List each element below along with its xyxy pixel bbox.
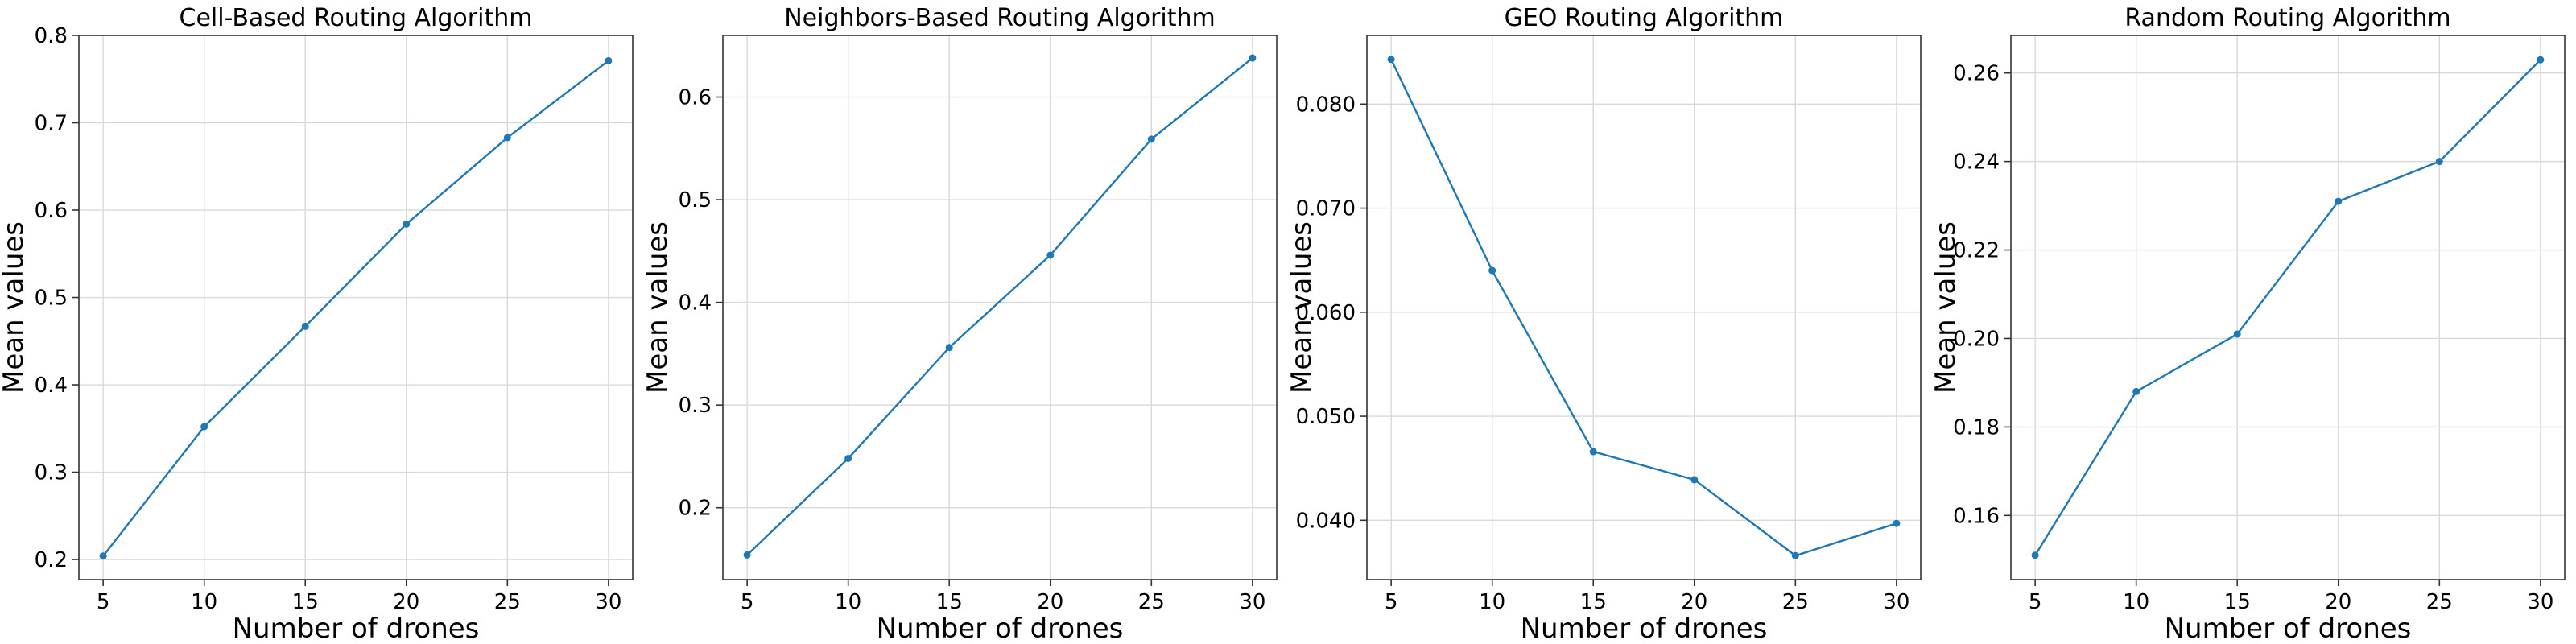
data-point bbox=[2435, 158, 2443, 166]
data-point bbox=[1690, 476, 1699, 484]
data-point bbox=[1791, 551, 1799, 559]
data-point bbox=[301, 322, 309, 330]
x-tick-label: 20 bbox=[393, 590, 419, 614]
y-tick-label: 0.6 bbox=[679, 86, 712, 110]
x-tick-label: 20 bbox=[1681, 590, 1707, 614]
x-tick-label: 15 bbox=[1580, 590, 1607, 614]
data-point bbox=[1147, 135, 1155, 143]
data-point bbox=[2334, 197, 2343, 205]
y-tick-label: 0.20 bbox=[1953, 327, 2000, 351]
y-tick-label: 0.5 bbox=[679, 188, 712, 213]
y-tick-label: 0.3 bbox=[679, 394, 712, 418]
data-point bbox=[2233, 330, 2241, 338]
chart-title: Cell-Based Routing Algorithm bbox=[180, 4, 533, 32]
y-tick-label: 0.26 bbox=[1953, 62, 2000, 86]
series-line bbox=[2034, 59, 2541, 556]
chart-panel-3: 5 10 15 20 25 30 0.040 0.050 0.060 0.070 0.080 GEO … bbox=[1286, 4, 1922, 644]
x-tick-label: 25 bbox=[1782, 590, 1809, 614]
x-tick-label: 5 bbox=[2029, 590, 2042, 614]
data-point bbox=[200, 423, 208, 431]
y-tick-label: 0.22 bbox=[1953, 239, 2000, 263]
x-tick-label: 15 bbox=[936, 590, 963, 614]
plot-frame bbox=[2010, 35, 2566, 580]
x-axis-label: Number of drones bbox=[233, 613, 480, 644]
x-tick-label: 10 bbox=[191, 590, 217, 614]
y-tick-label: 0.060 bbox=[1296, 301, 1356, 325]
y-tick-label: 0.5 bbox=[35, 287, 68, 311]
x-tick-label: 10 bbox=[835, 590, 861, 614]
y-axis-label: Mean values bbox=[1286, 221, 1318, 394]
x-tick-label: 30 bbox=[1239, 590, 1265, 614]
y-tick-label: 0.080 bbox=[1296, 93, 1356, 117]
y-tick-label: 0.16 bbox=[1953, 504, 2000, 528]
data-point bbox=[2031, 551, 2039, 559]
plot-frame bbox=[722, 35, 1278, 580]
x-tick-label: 5 bbox=[97, 590, 110, 614]
y-tick-label: 0.4 bbox=[679, 291, 712, 316]
x-axis-label: Number of drones bbox=[1521, 613, 1768, 644]
y-tick-label: 0.4 bbox=[35, 374, 68, 398]
data-point bbox=[844, 454, 852, 462]
chart-panel-2: 5 10 15 20 25 30 0.2 0.3 0.4 0.5 0.6 Neighbors-Base… bbox=[642, 4, 1278, 644]
data-point bbox=[99, 552, 107, 560]
x-tick-label: 20 bbox=[1037, 590, 1063, 614]
x-tick-label: 15 bbox=[292, 590, 319, 614]
x-tick-label: 5 bbox=[1385, 590, 1398, 614]
y-tick-label: 0.24 bbox=[1953, 151, 2000, 175]
x-tick-label: 25 bbox=[494, 590, 521, 614]
x-tick-label: 5 bbox=[741, 590, 754, 614]
data-point bbox=[2132, 387, 2140, 395]
series-line bbox=[1390, 59, 1897, 557]
x-tick-label: 25 bbox=[2426, 590, 2453, 614]
data-point bbox=[605, 56, 613, 64]
series-line bbox=[746, 57, 1253, 556]
chart-panel-4: 5 10 15 20 25 30 0.16 0.18 0.20 0.22 0.24 0.26 Rando… bbox=[1930, 4, 2566, 644]
chart-title: GEO Routing Algorithm bbox=[1505, 4, 1784, 32]
data-point bbox=[1387, 56, 1395, 64]
y-tick-label: 0.6 bbox=[35, 199, 68, 223]
x-tick-label: 15 bbox=[2224, 590, 2251, 614]
x-tick-label: 25 bbox=[1138, 590, 1165, 614]
y-tick-label: 0.7 bbox=[35, 112, 68, 136]
data-point bbox=[1893, 519, 1901, 527]
y-tick-label: 0.050 bbox=[1296, 405, 1356, 429]
data-point bbox=[1046, 251, 1055, 259]
x-tick-label: 10 bbox=[1479, 590, 1505, 614]
y-tick-label: 0.070 bbox=[1296, 197, 1356, 221]
data-point bbox=[743, 551, 751, 559]
x-tick-label: 30 bbox=[1883, 590, 1909, 614]
data-point bbox=[402, 220, 411, 228]
data-point bbox=[503, 134, 511, 142]
chart-title: Random Routing Algorithm bbox=[2124, 4, 2450, 32]
y-tick-label: 0.2 bbox=[679, 497, 712, 521]
y-axis-label: Mean values bbox=[642, 221, 674, 394]
data-point bbox=[1249, 54, 1257, 62]
x-tick-label: 30 bbox=[595, 590, 621, 614]
y-axis-label: Mean values bbox=[1930, 221, 1962, 394]
data-point bbox=[2537, 56, 2545, 64]
x-tick-label: 20 bbox=[2325, 590, 2351, 614]
chart-panel-1: 5 10 15 20 25 30 0.2 0.3 0.4 0.5 0.6 0.7 0.8 Cell-Bas… bbox=[0, 4, 634, 644]
plot-frame bbox=[78, 35, 634, 580]
series-line bbox=[102, 60, 609, 557]
x-axis-label: Number of drones bbox=[2165, 613, 2412, 644]
x-tick-label: 10 bbox=[2123, 590, 2149, 614]
y-tick-label: 0.3 bbox=[35, 461, 68, 485]
y-tick-label: 0.8 bbox=[35, 24, 68, 48]
x-axis-label: Number of drones bbox=[877, 613, 1124, 644]
data-point bbox=[1589, 448, 1597, 456]
y-tick-label: 0.2 bbox=[35, 548, 68, 572]
data-point bbox=[1488, 266, 1496, 275]
x-tick-label: 30 bbox=[2527, 590, 2553, 614]
y-tick-label: 0.18 bbox=[1953, 415, 2000, 440]
y-axis-label: Mean values bbox=[0, 221, 30, 394]
plot-frame bbox=[1366, 35, 1922, 580]
chart-title: Neighbors-Based Routing Algorithm bbox=[784, 4, 1216, 32]
y-tick-label: 0.040 bbox=[1296, 509, 1356, 533]
data-point bbox=[945, 344, 953, 352]
